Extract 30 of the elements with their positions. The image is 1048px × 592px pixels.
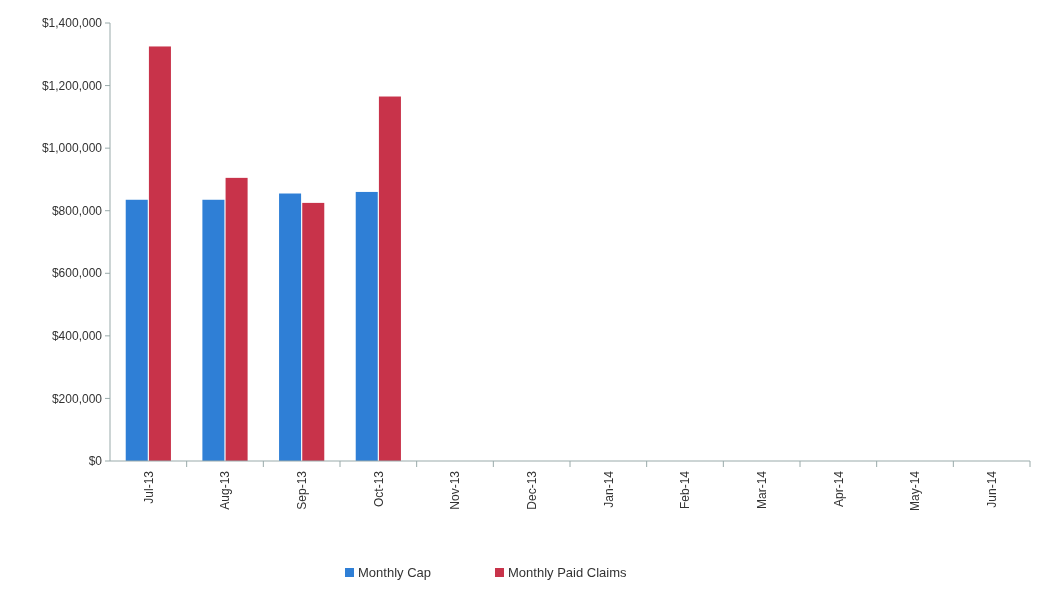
y-tick-label: $1,000,000 [41,141,103,156]
y-tick-label: $1,400,000 [41,16,103,31]
x-tick-label: Mar-14 [754,470,769,510]
x-tick-label: Aug-13 [218,470,233,510]
legend-label: Monthly Cap [358,565,431,580]
x-tick-label: Dec-13 [524,470,539,510]
y-tick-label: $600,000 [51,266,103,281]
y-tick-label: $1,200,000 [41,78,103,93]
x-tick-label: Sep-13 [294,470,309,510]
bar [355,191,378,461]
x-tick-label: Jun-14 [984,470,999,508]
legend-label: Monthly Paid Claims [508,565,627,580]
x-tick-label: Jan-14 [601,470,616,508]
bar [279,193,302,461]
bar [225,177,248,461]
y-tick-label: $400,000 [51,329,103,344]
x-tick-label: Jul-13 [141,470,156,504]
bar [202,199,225,461]
y-tick-label: $200,000 [51,391,103,406]
bar [125,199,148,461]
bar [302,202,325,461]
bar [378,96,401,461]
x-tick-label: May-14 [908,470,923,512]
x-tick-label: Oct-13 [371,470,386,508]
x-tick-label: Feb-14 [678,470,693,510]
x-tick-label: Nov-13 [448,470,463,510]
y-tick-label: $0 [88,454,103,469]
y-tick-label: $800,000 [51,203,103,218]
bar [148,46,171,461]
x-tick-label: Apr-14 [831,470,846,508]
